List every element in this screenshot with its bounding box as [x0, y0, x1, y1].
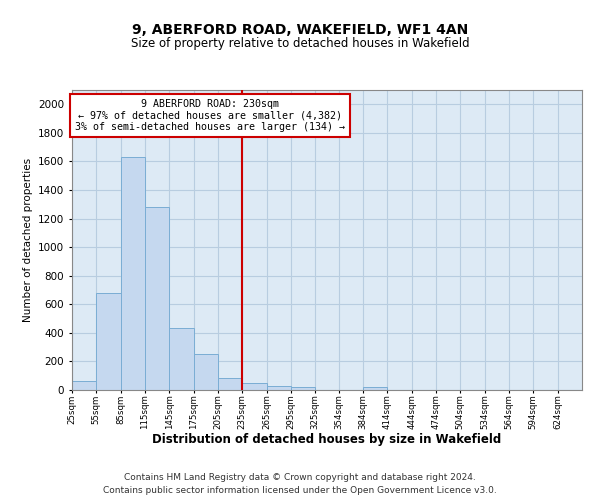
Bar [291, 387, 315, 390]
Bar [145, 207, 169, 390]
Bar [266, 386, 291, 390]
Bar [169, 328, 194, 390]
Bar [218, 378, 242, 390]
Text: 9 ABERFORD ROAD: 230sqm
← 97% of detached houses are smaller (4,382)
3% of semi-: 9 ABERFORD ROAD: 230sqm ← 97% of detache… [75, 99, 345, 132]
Text: Size of property relative to detached houses in Wakefield: Size of property relative to detached ho… [131, 38, 469, 51]
Bar [363, 387, 388, 390]
Bar [194, 354, 218, 390]
Text: Contains public sector information licensed under the Open Government Licence v3: Contains public sector information licen… [103, 486, 497, 495]
Y-axis label: Number of detached properties: Number of detached properties [23, 158, 32, 322]
Bar [242, 383, 266, 390]
Text: Distribution of detached houses by size in Wakefield: Distribution of detached houses by size … [152, 432, 502, 446]
Bar [121, 157, 145, 390]
Bar [97, 293, 121, 390]
Bar [72, 380, 97, 390]
Text: 9, ABERFORD ROAD, WAKEFIELD, WF1 4AN: 9, ABERFORD ROAD, WAKEFIELD, WF1 4AN [132, 22, 468, 36]
Text: Contains HM Land Registry data © Crown copyright and database right 2024.: Contains HM Land Registry data © Crown c… [124, 472, 476, 482]
